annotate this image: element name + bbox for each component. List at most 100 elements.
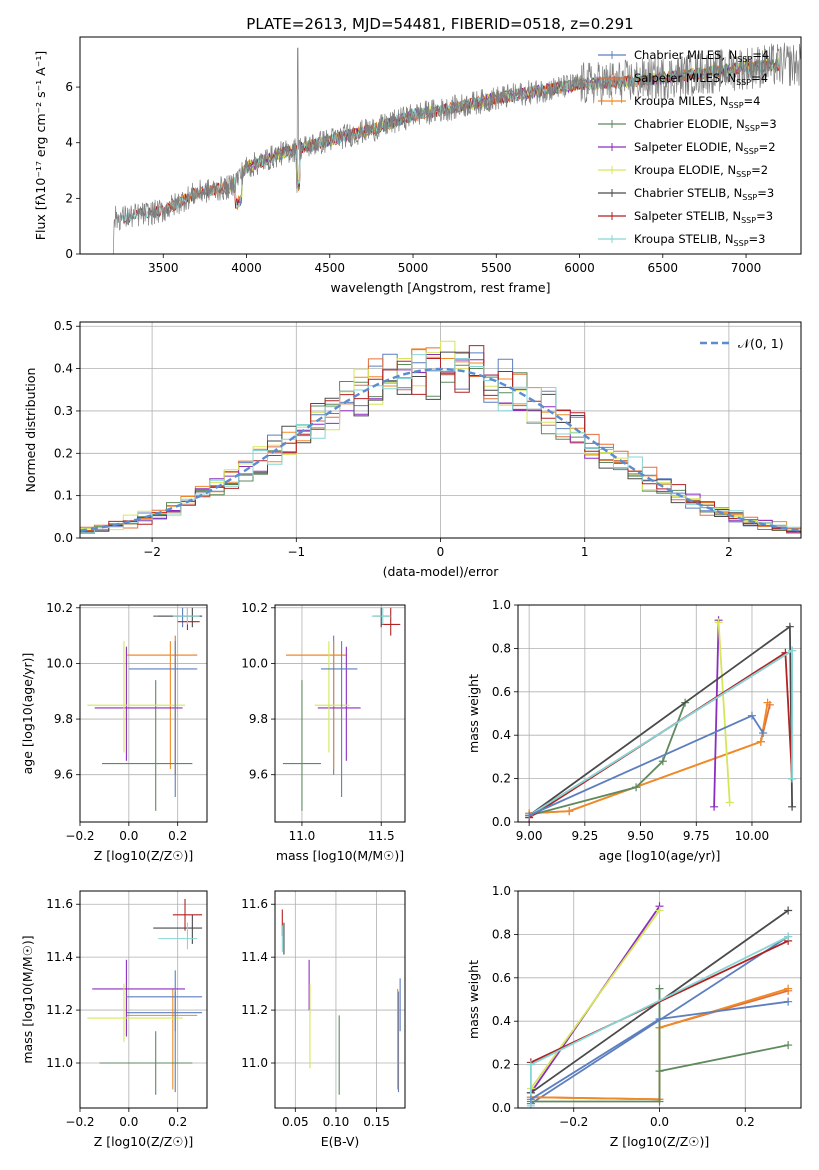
- spectrum-ylabel: Flux [fλ10⁻¹⁷ erg cm⁻² s⁻¹ A⁻¹]: [33, 51, 48, 240]
- residuals-ytick-label: 0.2: [54, 446, 73, 460]
- legend-normal-label: 𝒩(0, 1): [738, 336, 784, 351]
- weight_vs_age-series-4: [713, 620, 720, 807]
- mass_vs_ebv-ytick-label: 11.0: [241, 1056, 268, 1070]
- weight_vs_Z-marker: [784, 997, 793, 1006]
- age_vs_mass-xtick-label: 11.5: [368, 829, 395, 843]
- age_vs_Z-frame: [79, 604, 208, 823]
- weight_vs_Z-marker: [655, 984, 664, 993]
- spectrum-xtick-label: 4500: [314, 261, 345, 275]
- residuals-xtick-label: 2: [725, 545, 733, 559]
- weight_vs_age-marker: [788, 774, 797, 783]
- legend-nssp: =3: [757, 186, 774, 200]
- weight_vs_Z-marker: [526, 1060, 535, 1069]
- residuals-xtick-label: 0: [437, 545, 445, 559]
- weight_vs_age-series-6: [528, 624, 793, 817]
- residuals-plot-area: [80, 340, 801, 534]
- legend-nssp: =2: [759, 140, 776, 154]
- weight_vs_age-marker: [763, 698, 772, 707]
- residuals-xtick-label: −1: [287, 545, 305, 559]
- age_vs_Z-xtick-label: 0.2: [168, 829, 187, 843]
- mass_vs_ebv-xtick-label: 0.15: [363, 1115, 390, 1129]
- age_vs_Z-ytick-label: 10.0: [46, 656, 73, 670]
- residuals-xtick-label: 1: [581, 545, 589, 559]
- weight_vs_Z-xtick-label: 0.0: [650, 1115, 669, 1129]
- weight_vs_Z-marker: [655, 1097, 664, 1106]
- weight_vs_Z-ytick-label: 0.0: [492, 1101, 511, 1115]
- weight_vs_age-series-1: [529, 704, 771, 815]
- mass_vs_Z-panel: −0.2 0.0 0.2 11.0 11.2 11.4 11.6 Z [log10(Z/Z☉)…: [20, 890, 208, 1149]
- normal-curve: [80, 367, 801, 532]
- mass_vs_ebv-panel: 0.05 0.10 0.15 11.0 11.2 11.4 11.6 E(B-V): [241, 890, 406, 1149]
- weight_vs_Z-ytick-label: 0.4: [492, 1014, 511, 1028]
- spectrum-plot-area: [112, 42, 801, 254]
- age_vs_Z-panel: −0.2 0.0 0.2 9.6 9.8 10.0 10.2 Z [log10(Z/Z☉)] a…: [20, 601, 208, 863]
- residuals-ytick-label: 0.5: [54, 319, 73, 333]
- spectrum-xtick-label: 5000: [398, 261, 429, 275]
- legend-sub: SSP: [737, 55, 752, 64]
- weight_vs_age-ytick-label: 0.6: [492, 685, 511, 699]
- legend-entry-3: Chabrier ELODIE, NSSP=3: [634, 117, 777, 133]
- mass_vs_Z-xtick-label: −0.2: [65, 1115, 94, 1129]
- weight_vs_Z-ytick-label: 0.6: [492, 971, 511, 985]
- legend-nssp: =2: [751, 163, 768, 177]
- residuals-ytick-label: 0.4: [54, 362, 73, 376]
- weight_vs_age-marker: [759, 729, 768, 738]
- weight_vs_age-ytick-label: 0.0: [492, 815, 511, 829]
- mass_vs_Z-ylabel: mass [log10(M/M☉)]: [20, 935, 35, 1063]
- age_vs_mass-frame: [274, 604, 406, 823]
- age_vs_mass-plot-area: [282, 607, 401, 811]
- residuals-ylabel: Normed distribution: [23, 368, 38, 493]
- mass_vs_Z-ytick-label: 11.4: [46, 950, 73, 964]
- weight_vs_age-marker: [725, 798, 734, 807]
- weight_vs_age-panel: 9.00 9.25 9.50 9.75 10.00 0.0 0.2 0.4 0.6 0.8 1.0 a…: [466, 598, 802, 863]
- legend-entry-4: Salpeter ELODIE, NSSP=2: [634, 140, 776, 156]
- legend-entry-2: Kroupa MILES, NSSP=4: [634, 94, 760, 110]
- weight_vs_Z-ytick-label: 0.8: [492, 927, 511, 941]
- weight_vs_Z-frame: [517, 890, 802, 1109]
- weight_vs_age-series-3: [528, 702, 686, 817]
- legend-nssp: =4: [751, 71, 768, 85]
- legend-entry-5: Kroupa ELODIE, NSSP=2: [634, 163, 768, 179]
- residuals-ytick-label: 0.1: [54, 489, 73, 503]
- age_vs_mass-ytick-label: 9.8: [249, 712, 268, 726]
- age_vs_mass-ytick-label: 9.6: [249, 768, 268, 782]
- legend-nssp: =4: [744, 94, 761, 108]
- legend-entry-7: Salpeter STELIB, NSSP=3: [634, 209, 773, 225]
- weight_vs_age-xtick-label: 9.25: [571, 829, 598, 843]
- mass_vs_ebv-plot-area: [281, 909, 401, 1095]
- legend-sub: SSP: [744, 147, 759, 156]
- age_vs_Z-ytick-label: 9.8: [54, 712, 73, 726]
- weight_vs_age-ytick-label: 1.0: [492, 598, 511, 612]
- weight_vs_age-marker: [788, 802, 797, 811]
- weight_vs_Z-series-3: [530, 988, 789, 1103]
- legend-model-name: Chabrier STELIB, N: [634, 186, 742, 200]
- legend-model-name: Chabrier MILES, N: [634, 48, 737, 62]
- residuals-panel: −2 −1 0 1 2 0.0 0.1 0.2 0.3 0.4 0.5 (data-model)/er…: [23, 319, 802, 579]
- weight_vs_Z-xtick-label: −0.2: [559, 1115, 588, 1129]
- weight_vs_Z-panel: −0.2 0.0 0.2 0.0 0.2 0.4 0.6 0.8 1.0 Z [log10(Z/Z…: [466, 884, 802, 1149]
- legend-model-name: Chabrier ELODIE, N: [634, 117, 745, 131]
- figure-title: PLATE=2613, MJD=54481, FIBERID=0518, z=0…: [246, 15, 633, 33]
- legend-nssp: =4: [752, 48, 769, 62]
- legend-sub: SSP: [736, 170, 751, 179]
- age_vs_Z-ytick-label: 9.6: [54, 768, 73, 782]
- weight_vs_age-xlabel: age [log10(age/yr)]: [599, 848, 721, 863]
- weight_vs_age-ytick-label: 0.8: [492, 641, 511, 655]
- legend-nssp: =3: [760, 117, 777, 131]
- spectrum-xtick-label: 5500: [481, 261, 512, 275]
- weight_vs_Z-ytick-label: 0.2: [492, 1058, 511, 1072]
- age_vs_mass-panel: 11.0 11.5 9.6 9.8 10.0 10.2 mass [log10(M/M☉)]: [241, 601, 406, 863]
- weight_vs_Z-marker: [655, 1015, 664, 1024]
- age_vs_Z-xlabel: Z [log10(Z/Z☉)]: [94, 848, 194, 863]
- weight_vs_age-marker: [785, 622, 794, 631]
- legend-entry-1: Salpeter MILES, NSSP=4: [634, 71, 768, 87]
- weight_vs_age-marker: [632, 783, 641, 792]
- legend-model-name: Kroupa STELIB, N: [634, 232, 734, 246]
- age_vs_Z-xtick-label: 0.0: [119, 829, 138, 843]
- weight_vs_Z-marker: [784, 1041, 793, 1050]
- weight_vs_age-xtick-label: 10.00: [735, 829, 769, 843]
- mass_vs_ebv-ytick-label: 11.4: [241, 950, 268, 964]
- weight_vs_Z-marker: [655, 1067, 664, 1076]
- legend-sub: SSP: [745, 124, 760, 133]
